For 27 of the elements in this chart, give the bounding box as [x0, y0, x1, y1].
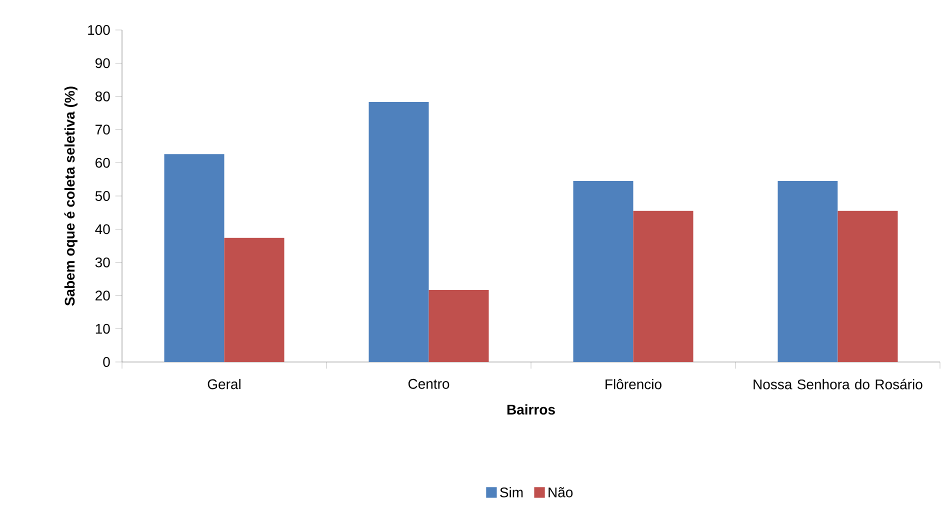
bar — [164, 154, 224, 362]
x-axis-title: Bairros — [507, 404, 555, 415]
bar — [778, 181, 838, 362]
bar — [224, 238, 284, 362]
bar — [428, 290, 489, 362]
legend-label: Não — [548, 487, 573, 498]
y-tick-label: 40 — [95, 224, 110, 234]
x-tick-label: Flôrencio — [606, 378, 662, 390]
y-tick-label: 100 — [88, 25, 110, 35]
y-tick-label: 90 — [95, 58, 110, 68]
y-axis-title: Sabem oque é coleta seletiva (%) — [64, 86, 78, 306]
y-tick-label: 70 — [96, 124, 110, 135]
y-tick-label: 60 — [96, 158, 110, 168]
x-tick-label: Geral — [208, 378, 240, 390]
x-tick-label: Nossa Senhora do Rosário — [754, 378, 922, 390]
bar — [633, 210, 694, 362]
bar — [838, 210, 898, 362]
x-tick-label: Centro — [408, 378, 450, 389]
y-tick-label: 10 — [96, 324, 110, 334]
bar — [368, 102, 429, 362]
y-tick-label: 50 — [95, 191, 110, 201]
y-tick-label: 80 — [95, 91, 110, 102]
legend-label: Sim — [500, 487, 523, 498]
y-tick-label: 30 — [95, 257, 110, 268]
y-tick-label: 0 — [103, 357, 110, 367]
y-tick-label: 20 — [96, 290, 110, 301]
bar — [573, 181, 634, 362]
